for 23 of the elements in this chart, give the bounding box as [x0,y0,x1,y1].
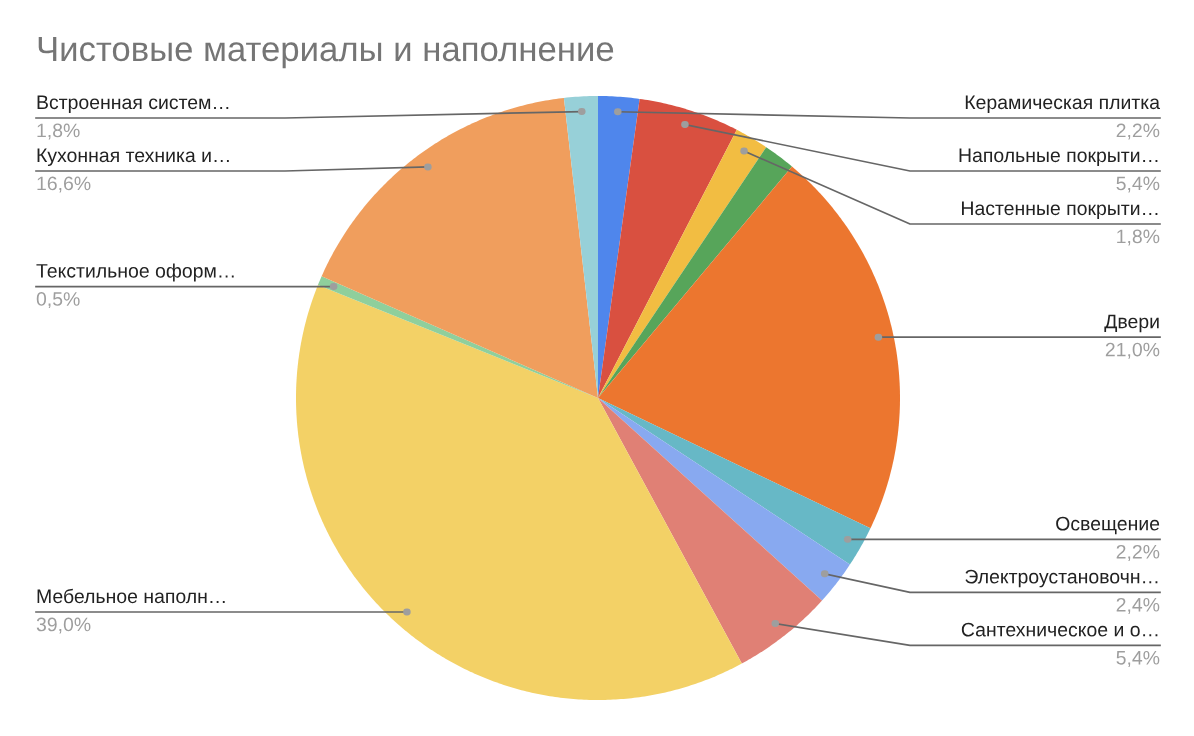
slice-label: Электроустановочн… [965,569,1158,588]
data-label: 5,4% [1116,176,1160,193]
slice-label: Кухонная техника и… [37,148,229,166]
data-label: 1,8% [37,123,80,140]
slice-label: Настенные покрыти… [962,201,1158,219]
slice-label: Напольные покрыти… [959,148,1158,166]
data-label: 1,8% [1117,229,1160,246]
data-label: 16,6% [37,176,91,193]
data-label: 2,4% [1116,597,1160,614]
data-label: 39,0% [36,617,91,634]
data-label: 2,2% [1116,544,1160,561]
slice-label: Встроенная систем… [37,95,229,113]
slice-label: Освещение [1056,516,1160,535]
data-label: 0,5% [36,292,80,309]
data-label: 21,0% [1105,342,1160,359]
data-label: 5,4% [1116,650,1160,667]
slice-label: Текстильное оформ… [36,263,234,282]
data-label: 2,2% [1116,123,1160,140]
slice-label: Сантехническое и о… [961,622,1158,637]
chart-title: Чистовые материалы и наполнение [38,37,614,69]
slice-label: Мебельное наполн… [37,588,225,604]
slice-label: Двери [1104,314,1159,333]
slice-label: Керамическая плитка [965,95,1161,113]
